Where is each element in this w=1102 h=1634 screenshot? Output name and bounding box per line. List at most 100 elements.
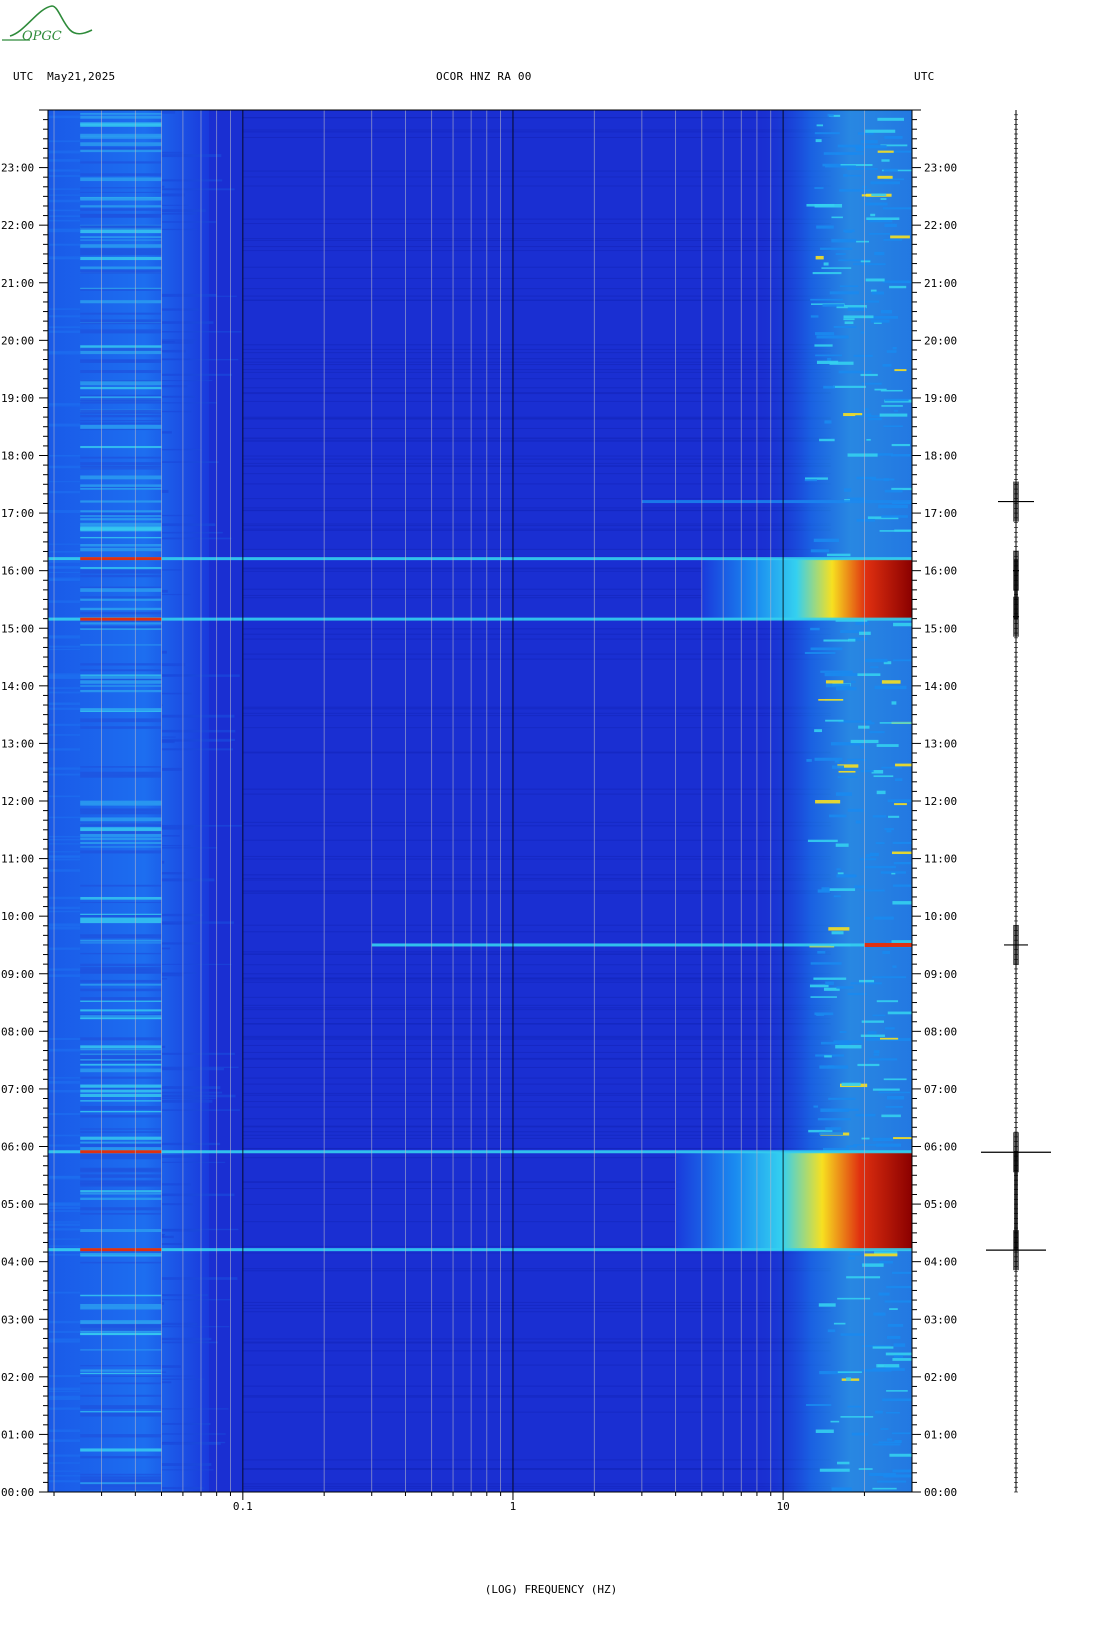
high-frequency-speckle	[810, 647, 843, 651]
high-frequency-speckle	[879, 1037, 899, 1040]
high-frequency-speckle	[874, 251, 885, 256]
low-frequency-streak	[80, 486, 162, 490]
noise-streak	[242, 1395, 831, 1397]
low-frequency-streak	[80, 718, 162, 723]
noise-streak	[242, 277, 831, 279]
low-frequency-streak	[48, 1454, 81, 1457]
low-frequency-streak	[161, 1235, 174, 1239]
noise-streak	[242, 387, 831, 389]
low-frequency-streak	[80, 1053, 162, 1055]
low-frequency-streak	[80, 462, 162, 466]
y-tick-label: 21:00	[1, 277, 34, 290]
high-frequency-speckle	[861, 1345, 891, 1347]
low-frequency-streak	[48, 465, 81, 469]
high-frequency-speckle	[878, 504, 908, 509]
low-frequency-streak	[161, 1091, 223, 1094]
low-frequency-streak	[48, 219, 81, 222]
noise-streak	[242, 1468, 831, 1470]
high-frequency-speckle	[884, 398, 909, 402]
noise-streak	[242, 371, 831, 373]
high-frequency-speckle	[891, 487, 912, 491]
high-frequency-speckle	[864, 865, 896, 869]
noise-streak	[242, 170, 831, 172]
noise-streak	[242, 951, 831, 953]
noise-streak	[242, 1035, 831, 1037]
high-frequency-speckle	[822, 163, 846, 167]
y-tick-label: 16:00	[924, 565, 957, 578]
y-tick-label: 09:00	[924, 968, 957, 981]
high-frequency-speckle	[869, 315, 899, 319]
low-frequency-streak	[80, 177, 162, 182]
high-frequency-speckle	[828, 1108, 859, 1111]
low-frequency-streak	[80, 1394, 162, 1397]
high-frequency-speckle	[816, 1014, 825, 1016]
low-frequency-streak	[48, 1391, 81, 1393]
low-frequency-streak	[80, 330, 162, 334]
low-frequency-streak	[80, 1197, 162, 1200]
low-frequency-streak	[161, 978, 168, 980]
y-tick-label: 03:00	[924, 1313, 957, 1326]
noise-streak	[242, 548, 831, 550]
high-frequency-speckle	[893, 1355, 904, 1358]
low-frequency-streak	[161, 824, 242, 827]
low-frequency-streak	[80, 1473, 162, 1476]
low-frequency-streak	[48, 636, 81, 639]
high-frequency-speckle	[886, 1335, 901, 1339]
high-frequency-speckle	[821, 267, 852, 269]
low-frequency-streak	[48, 308, 81, 310]
low-frequency-streak	[80, 644, 162, 646]
low-frequency-streak	[80, 1155, 162, 1160]
high-frequency-speckle	[884, 489, 903, 493]
low-frequency-streak	[80, 1365, 162, 1367]
low-frequency-streak	[48, 1175, 81, 1179]
low-frequency-streak	[161, 738, 235, 742]
spectrogram-plot	[48, 110, 912, 1492]
high-frequency-speckle	[809, 984, 829, 988]
seismogram-trace	[981, 110, 1051, 1493]
low-frequency-streak	[161, 1068, 224, 1071]
noise-streak	[242, 1058, 831, 1060]
low-frequency-streak	[80, 1382, 162, 1385]
low-frequency-streak	[80, 917, 162, 921]
high-frequency-speckle	[857, 673, 881, 676]
low-frequency-streak	[80, 1484, 162, 1487]
noise-streak	[242, 1468, 831, 1470]
high-frequency-speckle	[847, 808, 864, 812]
low-frequency-streak	[80, 896, 162, 900]
low-frequency-streak	[80, 1183, 162, 1185]
low-frequency-streak	[80, 345, 162, 349]
low-frequency-streak	[48, 1250, 81, 1252]
high-frequency-speckle	[881, 680, 901, 684]
high-frequency-speckle	[817, 950, 826, 954]
high-frequency-speckle	[841, 1082, 861, 1086]
high-frequency-speckle	[854, 885, 866, 889]
high-frequency-speckle	[892, 1358, 912, 1361]
low-frequency-streak	[161, 860, 165, 864]
low-frequency-streak	[161, 1045, 166, 1048]
high-frequency-speckle	[890, 235, 910, 239]
low-frequency-streak	[80, 1476, 162, 1479]
high-frequency-speckle	[861, 1137, 870, 1140]
high-frequency-speckle	[820, 670, 853, 673]
low-frequency-streak	[80, 1143, 162, 1147]
noise-streak	[242, 417, 831, 419]
high-frequency-speckle	[804, 651, 836, 655]
low-frequency-streak	[48, 1113, 81, 1116]
high-frequency-speckle	[827, 1329, 836, 1333]
high-frequency-speckle	[892, 841, 912, 844]
low-frequency-streak	[161, 674, 196, 676]
high-frequency-speckle	[829, 291, 859, 295]
high-frequency-speckle	[822, 1147, 850, 1152]
high-frequency-speckle	[829, 888, 856, 891]
high-frequency-speckle	[844, 174, 862, 177]
high-frequency-speckle	[850, 982, 882, 985]
y-tick-label: 19:00	[1, 392, 34, 405]
y-tick-label: 00:00	[1, 1486, 34, 1499]
y-tick-label: 22:00	[1, 219, 34, 232]
low-frequency-streak	[80, 300, 162, 304]
low-frequency-streak	[48, 748, 81, 751]
high-frequency-speckle	[835, 686, 857, 691]
high-frequency-speckle	[828, 1097, 856, 1100]
low-frequency-streak	[80, 287, 162, 290]
low-frequency-streak	[48, 1221, 81, 1223]
